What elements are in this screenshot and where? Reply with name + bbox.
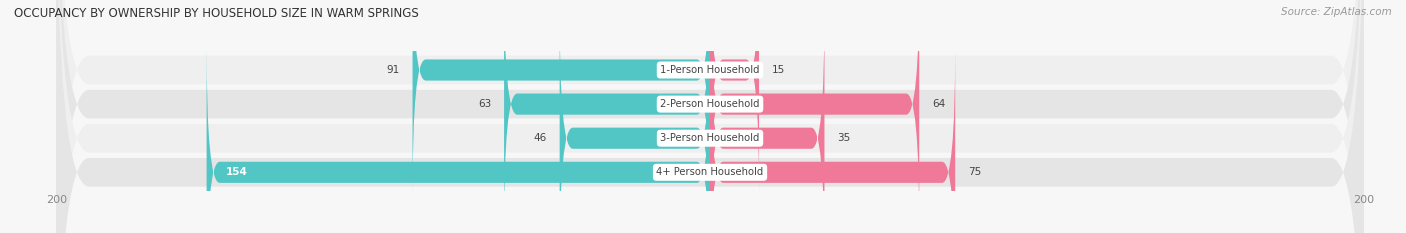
- FancyBboxPatch shape: [56, 0, 1364, 233]
- Text: 46: 46: [533, 133, 547, 143]
- Text: 64: 64: [932, 99, 946, 109]
- Text: Source: ZipAtlas.com: Source: ZipAtlas.com: [1281, 7, 1392, 17]
- Text: 75: 75: [969, 167, 981, 177]
- Text: 154: 154: [226, 167, 247, 177]
- Text: 63: 63: [478, 99, 491, 109]
- FancyBboxPatch shape: [56, 0, 1364, 233]
- FancyBboxPatch shape: [560, 12, 710, 233]
- FancyBboxPatch shape: [56, 0, 1364, 233]
- FancyBboxPatch shape: [56, 0, 1364, 233]
- Text: 1-Person Household: 1-Person Household: [661, 65, 759, 75]
- Text: 3-Person Household: 3-Person Household: [661, 133, 759, 143]
- FancyBboxPatch shape: [710, 47, 955, 233]
- FancyBboxPatch shape: [710, 0, 759, 196]
- Text: 4+ Person Household: 4+ Person Household: [657, 167, 763, 177]
- FancyBboxPatch shape: [505, 0, 710, 230]
- Text: 2-Person Household: 2-Person Household: [661, 99, 759, 109]
- FancyBboxPatch shape: [710, 0, 920, 230]
- FancyBboxPatch shape: [412, 0, 710, 196]
- Text: 91: 91: [387, 65, 399, 75]
- Text: 15: 15: [772, 65, 786, 75]
- Text: 35: 35: [838, 133, 851, 143]
- FancyBboxPatch shape: [710, 12, 824, 233]
- Text: OCCUPANCY BY OWNERSHIP BY HOUSEHOLD SIZE IN WARM SPRINGS: OCCUPANCY BY OWNERSHIP BY HOUSEHOLD SIZE…: [14, 7, 419, 20]
- FancyBboxPatch shape: [207, 47, 710, 233]
